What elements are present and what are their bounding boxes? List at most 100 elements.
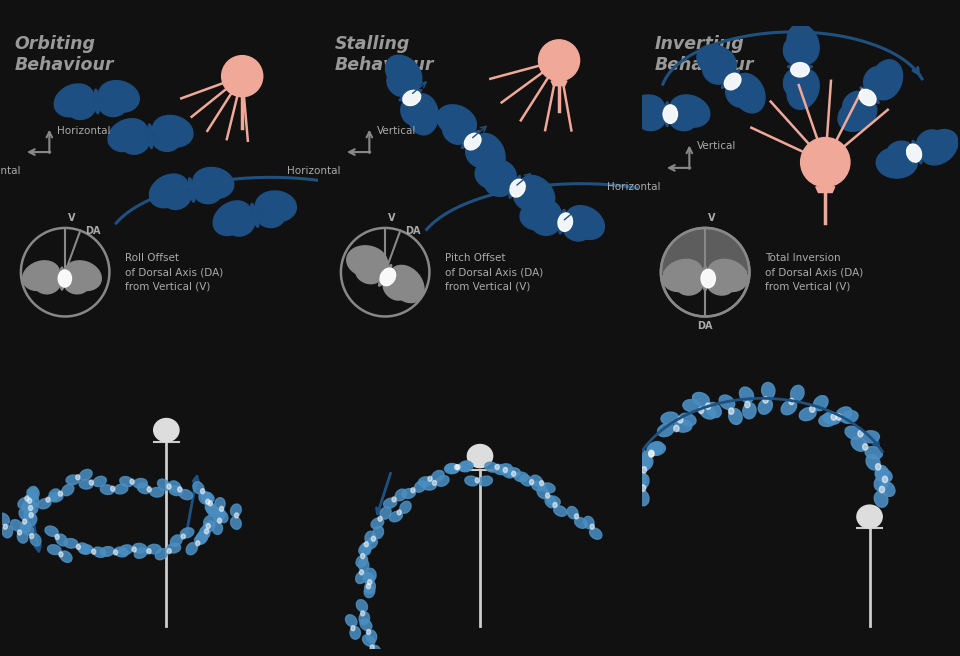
Ellipse shape bbox=[879, 486, 884, 493]
Ellipse shape bbox=[882, 476, 888, 483]
Ellipse shape bbox=[403, 91, 420, 106]
Ellipse shape bbox=[729, 409, 742, 424]
Ellipse shape bbox=[838, 98, 876, 131]
Polygon shape bbox=[551, 81, 567, 86]
Ellipse shape bbox=[2, 525, 12, 538]
Ellipse shape bbox=[203, 521, 215, 532]
Ellipse shape bbox=[23, 261, 60, 291]
Ellipse shape bbox=[800, 407, 816, 420]
Text: Vertical: Vertical bbox=[377, 125, 417, 136]
Ellipse shape bbox=[864, 67, 886, 92]
Ellipse shape bbox=[625, 95, 664, 127]
Ellipse shape bbox=[836, 414, 841, 420]
Text: Inverting
Behaviour: Inverting Behaviour bbox=[655, 35, 754, 74]
Ellipse shape bbox=[729, 408, 733, 415]
Ellipse shape bbox=[554, 506, 566, 516]
Ellipse shape bbox=[845, 426, 862, 440]
Ellipse shape bbox=[475, 478, 479, 483]
Ellipse shape bbox=[660, 412, 679, 424]
Ellipse shape bbox=[887, 141, 914, 162]
Ellipse shape bbox=[55, 84, 94, 117]
Ellipse shape bbox=[17, 531, 28, 543]
Ellipse shape bbox=[813, 396, 828, 411]
Ellipse shape bbox=[465, 476, 478, 486]
Ellipse shape bbox=[383, 277, 408, 300]
Ellipse shape bbox=[64, 275, 88, 294]
Ellipse shape bbox=[726, 82, 749, 107]
Ellipse shape bbox=[669, 110, 696, 131]
Ellipse shape bbox=[531, 475, 542, 487]
Ellipse shape bbox=[208, 501, 212, 506]
Ellipse shape bbox=[180, 489, 193, 500]
Ellipse shape bbox=[664, 102, 670, 127]
Ellipse shape bbox=[363, 573, 374, 585]
Ellipse shape bbox=[37, 499, 51, 509]
Ellipse shape bbox=[475, 159, 516, 190]
Text: DA: DA bbox=[697, 321, 713, 331]
Ellipse shape bbox=[640, 485, 646, 491]
Ellipse shape bbox=[19, 508, 30, 520]
Ellipse shape bbox=[371, 645, 374, 650]
Ellipse shape bbox=[790, 385, 804, 401]
Ellipse shape bbox=[436, 476, 449, 486]
Ellipse shape bbox=[113, 550, 118, 555]
Ellipse shape bbox=[590, 524, 594, 529]
Ellipse shape bbox=[745, 401, 750, 408]
Ellipse shape bbox=[460, 462, 473, 472]
Ellipse shape bbox=[387, 72, 410, 96]
Ellipse shape bbox=[371, 646, 381, 656]
Ellipse shape bbox=[156, 548, 168, 560]
Ellipse shape bbox=[108, 119, 148, 152]
Ellipse shape bbox=[99, 96, 126, 117]
Text: Total Inversion
of Dorsal Axis (DA)
from Vertical (V): Total Inversion of Dorsal Axis (DA) from… bbox=[765, 253, 863, 291]
Text: Horizontal: Horizontal bbox=[287, 166, 341, 176]
Ellipse shape bbox=[230, 504, 241, 516]
Ellipse shape bbox=[66, 475, 80, 485]
Ellipse shape bbox=[378, 516, 382, 522]
Ellipse shape bbox=[445, 464, 460, 473]
Ellipse shape bbox=[17, 530, 22, 535]
Ellipse shape bbox=[358, 559, 369, 571]
Ellipse shape bbox=[258, 207, 285, 228]
Ellipse shape bbox=[365, 581, 375, 594]
Ellipse shape bbox=[567, 506, 578, 519]
Ellipse shape bbox=[351, 626, 355, 630]
Ellipse shape bbox=[783, 69, 804, 95]
Ellipse shape bbox=[875, 475, 888, 491]
Ellipse shape bbox=[876, 464, 880, 470]
Ellipse shape bbox=[399, 501, 411, 513]
Ellipse shape bbox=[732, 73, 765, 113]
Ellipse shape bbox=[199, 491, 209, 504]
Ellipse shape bbox=[692, 392, 709, 405]
Ellipse shape bbox=[422, 481, 437, 490]
Wedge shape bbox=[660, 228, 750, 272]
Ellipse shape bbox=[178, 487, 181, 492]
Ellipse shape bbox=[633, 470, 646, 487]
Text: Orbiting
Behaviour: Orbiting Behaviour bbox=[14, 35, 114, 74]
Ellipse shape bbox=[355, 571, 367, 584]
Ellipse shape bbox=[228, 215, 254, 236]
Ellipse shape bbox=[368, 580, 372, 584]
Text: Horizontal: Horizontal bbox=[608, 182, 660, 192]
Ellipse shape bbox=[401, 98, 421, 125]
Ellipse shape bbox=[743, 403, 756, 419]
Ellipse shape bbox=[663, 105, 678, 123]
Ellipse shape bbox=[781, 400, 797, 415]
Ellipse shape bbox=[495, 464, 499, 470]
Ellipse shape bbox=[167, 548, 171, 554]
Ellipse shape bbox=[510, 179, 525, 197]
Ellipse shape bbox=[858, 430, 863, 437]
Ellipse shape bbox=[428, 476, 432, 482]
Ellipse shape bbox=[700, 405, 716, 419]
Ellipse shape bbox=[547, 496, 561, 506]
Ellipse shape bbox=[419, 477, 432, 487]
Ellipse shape bbox=[24, 507, 36, 519]
Ellipse shape bbox=[558, 213, 572, 232]
Ellipse shape bbox=[372, 536, 375, 541]
Ellipse shape bbox=[866, 455, 880, 470]
Ellipse shape bbox=[164, 188, 190, 209]
Ellipse shape bbox=[658, 424, 674, 437]
Ellipse shape bbox=[76, 475, 80, 480]
Text: Stalling
Behaviour: Stalling Behaviour bbox=[335, 35, 434, 74]
Ellipse shape bbox=[662, 259, 703, 291]
